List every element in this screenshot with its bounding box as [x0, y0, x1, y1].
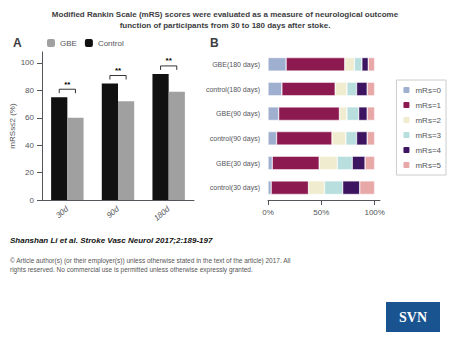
svg-text:mRs=3: mRs=3: [415, 131, 441, 140]
svg-text:Shanshan Li et al. Stroke Vasc: Shanshan Li et al. Stroke Vasc Neurol 20…: [10, 236, 213, 245]
svg-text:rights reserved. No commercial: rights reserved. No commercial use is pe…: [10, 266, 253, 274]
svg-text:20: 20: [25, 168, 34, 177]
svg-text:100: 100: [21, 58, 35, 67]
svg-text:Control: Control: [98, 39, 124, 48]
svg-text:A: A: [13, 36, 22, 50]
svg-text:30d: 30d: [54, 204, 70, 220]
svg-text:60: 60: [25, 113, 34, 122]
svg-text:control(30 days): control(30 days): [210, 184, 260, 192]
svg-text:40: 40: [25, 141, 34, 150]
svg-text:0: 0: [30, 196, 35, 205]
svg-text:GBE: GBE: [60, 39, 77, 48]
svg-text:**: **: [64, 80, 71, 89]
svg-text:control(90 days): control(90 days): [210, 135, 260, 143]
svg-text:© Article author(s) (or their: © Article author(s) (or their employer(s…: [10, 257, 291, 265]
svg-text:GBE(30 days): GBE(30 days): [216, 160, 260, 168]
svg-text:**: **: [115, 66, 122, 75]
svg-text:0%: 0%: [262, 208, 274, 217]
svg-text:180d: 180d: [152, 204, 172, 223]
svg-text:mRs=1: mRs=1: [415, 101, 441, 110]
svg-text:mRSs≤2 (%): mRSs≤2 (%): [8, 103, 17, 149]
svg-text:80: 80: [25, 86, 34, 95]
svg-text:GBE(90 days): GBE(90 days): [216, 110, 260, 118]
svg-text:**: **: [166, 56, 173, 65]
svg-text:mRs=4: mRs=4: [415, 146, 441, 155]
svg-text:SVN: SVN: [399, 310, 427, 325]
svg-text:control(180 days): control(180 days): [206, 86, 260, 94]
svg-text:mRs=5: mRs=5: [415, 161, 441, 170]
svg-text:GBE(180 days): GBE(180 days): [212, 61, 260, 69]
svg-text:90d: 90d: [105, 204, 121, 220]
svg-text:function of participants from: function of participants from 30 to 180 …: [120, 21, 331, 30]
svg-text:B: B: [210, 36, 219, 50]
svg-text:50%: 50%: [313, 208, 329, 217]
svg-text:Modified Rankin Scale (mRS) sc: Modified Rankin Scale (mRS) scores were …: [52, 10, 399, 19]
svg-text:mRs=2: mRs=2: [415, 116, 441, 125]
svg-text:mRs=0: mRs=0: [415, 86, 441, 95]
svg-text:100%: 100%: [364, 208, 384, 217]
